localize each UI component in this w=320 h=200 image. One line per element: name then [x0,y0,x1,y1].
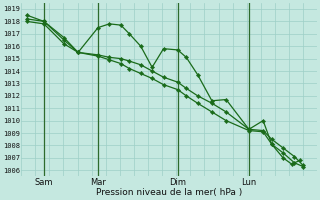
X-axis label: Pression niveau de la mer( hPa ): Pression niveau de la mer( hPa ) [96,188,242,197]
